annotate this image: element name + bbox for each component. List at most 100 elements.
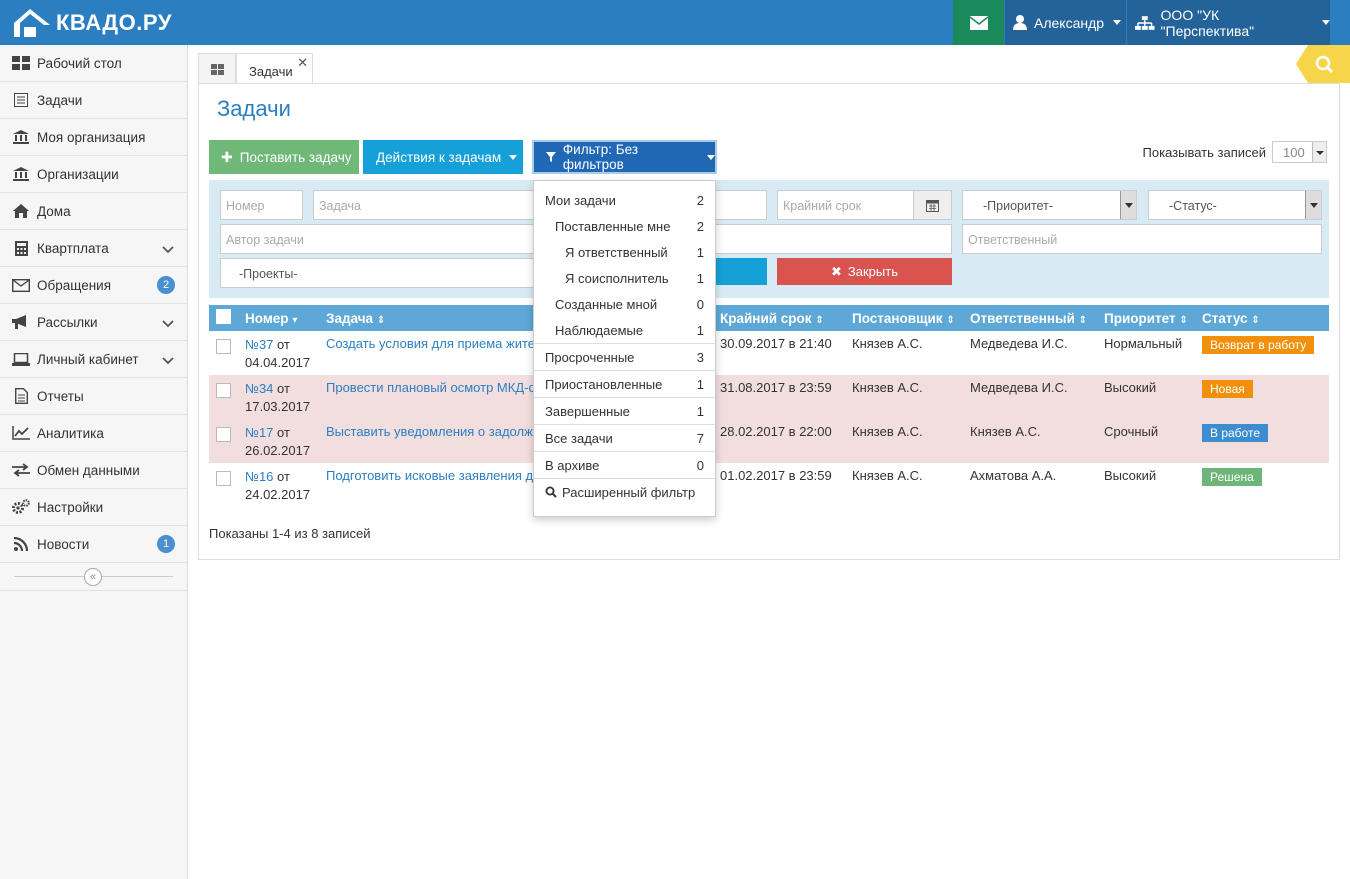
task-title-link[interactable]: Выставить уведомления о задолж bbox=[326, 424, 533, 439]
responsible-filter-input[interactable]: Ответственный bbox=[962, 224, 1322, 254]
add-task-label: Поставить задачу bbox=[239, 149, 352, 165]
chevron-down-icon[interactable] bbox=[162, 316, 174, 331]
task-title-link[interactable]: Подготовить исковые заявления д bbox=[326, 468, 534, 483]
filter-menu-item[interactable]: Просроченные 3 bbox=[534, 344, 715, 370]
sidebar-item-2[interactable]: Моя организация bbox=[0, 119, 187, 156]
col-deadline[interactable]: Крайний срок ⇕ bbox=[720, 305, 852, 331]
task-date: 24.02.2017 bbox=[245, 487, 311, 502]
sidebar-item-1[interactable]: Задачи bbox=[0, 82, 187, 119]
task-filter-input[interactable]: Задача bbox=[313, 190, 543, 220]
task-priority: Срочный bbox=[1104, 419, 1202, 463]
filter-menu-item[interactable]: Я ответственный 1 bbox=[534, 239, 715, 265]
filter-menu-label: В архиве bbox=[545, 457, 600, 473]
chevron-down-icon[interactable] bbox=[162, 242, 174, 257]
sitemap-icon bbox=[1135, 15, 1155, 30]
org-menu[interactable]: ООО "УК "Перспектива" bbox=[1127, 0, 1330, 45]
task-number-link[interactable]: №17 bbox=[245, 425, 274, 440]
deadline-filter-input[interactable]: Крайний срок bbox=[777, 190, 952, 220]
menu-divider bbox=[534, 478, 715, 479]
projects-select[interactable]: -Проекты- bbox=[220, 258, 543, 288]
logo[interactable]: КВАДО.РУ bbox=[12, 6, 172, 40]
chevron-down-icon bbox=[1113, 20, 1122, 25]
sidebar-item-10[interactable]: Аналитика bbox=[0, 415, 187, 452]
status-badge: Возврат в работу bbox=[1202, 336, 1315, 354]
filter-menu-label: Наблюдаемые bbox=[555, 322, 644, 338]
close-icon[interactable]: ✕ bbox=[297, 55, 308, 70]
bank-icon bbox=[11, 129, 31, 145]
filter-menu-item[interactable]: Поставленные мне 2 bbox=[534, 213, 715, 239]
sidebar-item-3[interactable]: Организации bbox=[0, 156, 187, 193]
sidebar-item-0[interactable]: Рабочий стол bbox=[0, 45, 187, 82]
sidebar-item-7[interactable]: Рассылки bbox=[0, 304, 187, 341]
task-title-link[interactable]: Провести плановый осмотр МКД-о bbox=[326, 380, 536, 395]
task-number-link[interactable]: №37 bbox=[245, 337, 274, 352]
tab-home[interactable] bbox=[198, 53, 236, 84]
col-number[interactable]: Номер ▾ bbox=[245, 305, 326, 331]
sidebar-item-6[interactable]: Обращения 2 bbox=[0, 267, 187, 304]
filter-menu-item[interactable]: Приостановленные 1 bbox=[534, 371, 715, 397]
filter-menu-label: Просроченные bbox=[545, 349, 635, 365]
row-checkbox[interactable] bbox=[216, 427, 231, 442]
envelope-icon bbox=[969, 15, 988, 30]
sidebar-item-12[interactable]: Настройки bbox=[0, 489, 187, 526]
task-title-link[interactable]: Создать условия для приема жите bbox=[326, 336, 536, 351]
filter-panel: Номер Задача Крайний срок -Приоритет- -С… bbox=[209, 180, 1329, 298]
col-status[interactable]: Статус ⇕ bbox=[1202, 305, 1329, 331]
task-deadline: 01.02.2017 в 23:59 bbox=[720, 468, 832, 483]
menu-divider bbox=[534, 451, 715, 452]
status-badge: Новая bbox=[1202, 380, 1253, 398]
task-number-link[interactable]: №16 bbox=[245, 469, 274, 484]
collapse-sidebar-icon[interactable]: « bbox=[84, 568, 102, 586]
records-select[interactable]: 100 bbox=[1272, 141, 1327, 163]
sidebar-item-5[interactable]: Квартплата bbox=[0, 230, 187, 267]
chevron-down-icon[interactable] bbox=[162, 353, 174, 368]
filter-menu-count: 0 bbox=[696, 457, 704, 473]
task-date: 04.04.2017 bbox=[245, 355, 311, 370]
filter-button[interactable]: Фильтр: Без фильтров bbox=[532, 140, 717, 174]
table-row[interactable]: №17 от 26.02.2017 Выставить уведомления о … bbox=[209, 419, 1329, 463]
user-menu[interactable]: Александр bbox=[1005, 0, 1126, 45]
tab-tasks[interactable]: Задачи ✕ bbox=[236, 53, 313, 85]
close-filter-button[interactable]: ✖ Закрыть bbox=[777, 258, 952, 285]
filter-menu-item[interactable]: Я соисполнитель 1 bbox=[534, 265, 715, 291]
task-filter-input-tail[interactable] bbox=[707, 190, 767, 220]
advanced-filter-item[interactable]: Расширенный фильтр bbox=[534, 479, 715, 505]
task-actions-button[interactable]: Действия к задачам bbox=[363, 140, 523, 174]
filter-menu-label: Я ответственный bbox=[565, 244, 668, 260]
status-select[interactable]: -Статус- bbox=[1148, 190, 1322, 220]
number-filter-input[interactable]: Номер bbox=[220, 190, 303, 220]
sidebar-item-11[interactable]: Обмен данными bbox=[0, 452, 187, 489]
filter-menu-item[interactable]: Мои задачи 2 bbox=[534, 187, 715, 213]
filter-menu-item[interactable]: Наблюдаемые 1 bbox=[534, 317, 715, 343]
row-checkbox[interactable] bbox=[216, 383, 231, 398]
filter-menu-count: 1 bbox=[696, 270, 704, 286]
chart-icon bbox=[11, 425, 31, 441]
sidebar-item-8[interactable]: Личный кабинет bbox=[0, 341, 187, 378]
sidebar-item-4[interactable]: Дома bbox=[0, 193, 187, 230]
filter-menu-item[interactable]: Созданные мной 0 bbox=[534, 291, 715, 317]
filter-menu-item[interactable]: Завершенные 1 bbox=[534, 398, 715, 424]
col-priority[interactable]: Приоритет ⇕ bbox=[1104, 305, 1202, 331]
task-number-link[interactable]: №34 bbox=[245, 381, 274, 396]
col-responsible[interactable]: Ответственный ⇕ bbox=[970, 305, 1104, 331]
home-icon bbox=[11, 203, 31, 219]
calendar-icon[interactable] bbox=[913, 191, 951, 219]
add-task-button[interactable]: ✚ Поставить задачу bbox=[209, 140, 359, 174]
messages-button[interactable] bbox=[953, 0, 1004, 45]
row-checkbox[interactable] bbox=[216, 471, 231, 486]
search-button[interactable] bbox=[1296, 45, 1350, 83]
table-row[interactable]: №34 от 17.03.2017 Провести плановый осмотр… bbox=[209, 375, 1329, 419]
sidebar-collapse: « bbox=[0, 563, 187, 591]
apply-filter-button[interactable] bbox=[707, 258, 767, 285]
col-author[interactable]: Постановщик ⇕ bbox=[852, 305, 970, 331]
sidebar-item-13[interactable]: Новости 1 bbox=[0, 526, 187, 563]
filter-menu-item[interactable]: Все задачи 7 bbox=[534, 425, 715, 451]
select-all-checkbox[interactable] bbox=[216, 309, 231, 324]
table-row[interactable]: №16 от 24.02.2017 Подготовить исковые заяв… bbox=[209, 463, 1329, 507]
sidebar-item-9[interactable]: Отчеты bbox=[0, 378, 187, 415]
table-row[interactable]: №37 от 04.04.2017 Создать условия для прие… bbox=[209, 331, 1329, 375]
filter-menu-item[interactable]: В архиве 0 bbox=[534, 452, 715, 478]
row-checkbox[interactable] bbox=[216, 339, 231, 354]
priority-select[interactable]: -Приоритет- bbox=[962, 190, 1137, 220]
chevron-down-icon bbox=[1322, 20, 1330, 25]
